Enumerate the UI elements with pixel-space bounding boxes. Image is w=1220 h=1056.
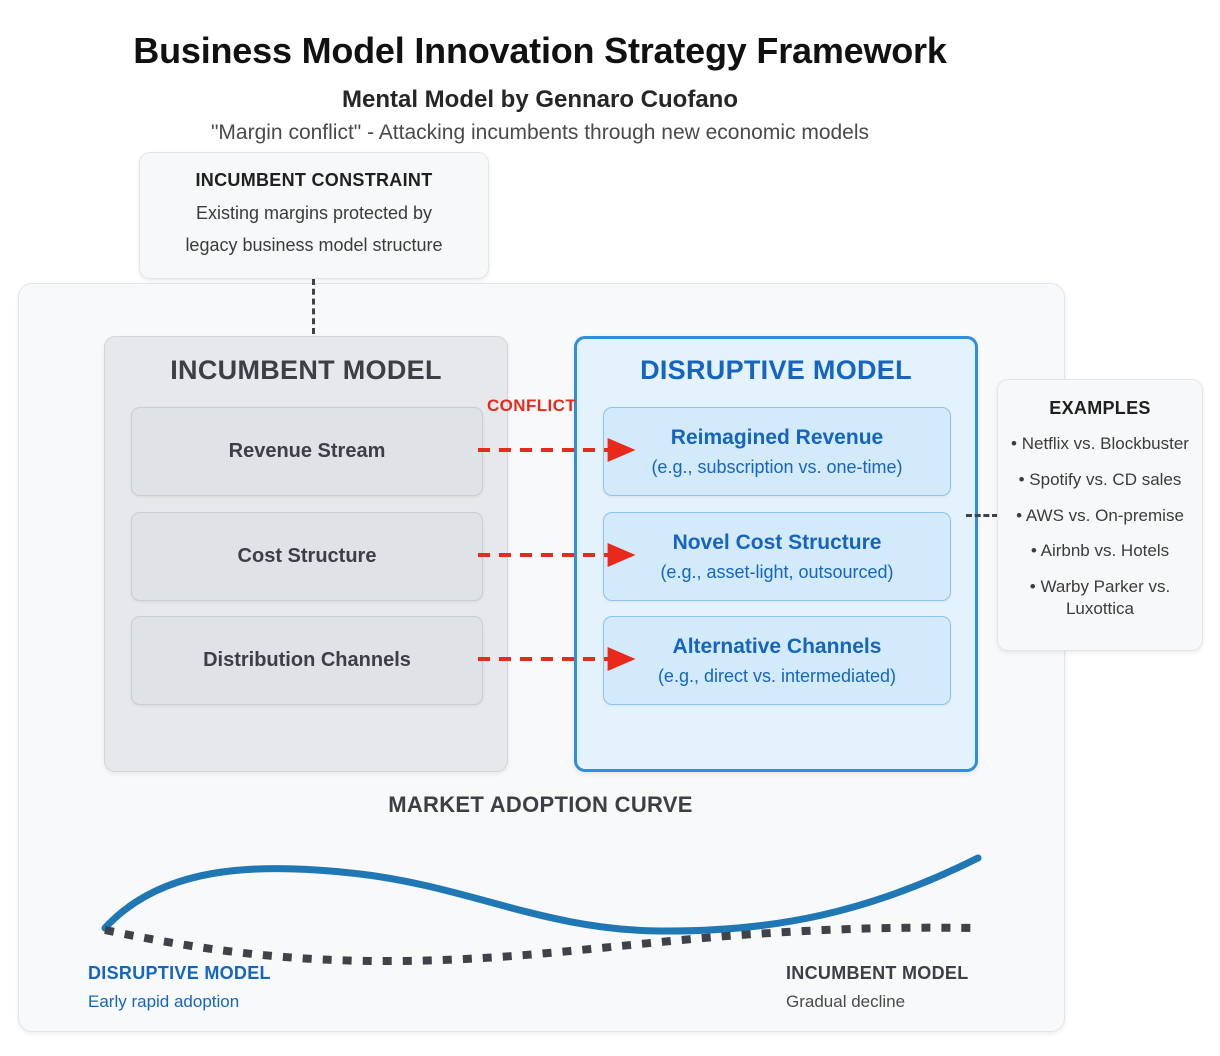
constraint-line-1: Existing margins protected by	[195, 203, 433, 223]
incumbent-card-label: Revenue Stream	[228, 440, 386, 462]
curve-legend-sub: Gradual decline	[786, 992, 906, 1011]
constraint-connector-line	[312, 279, 315, 334]
curve-legend-sub: Early rapid adoption	[88, 992, 240, 1011]
curve-legend-incumbent: INCUMBENT MODEL Gradual decline	[786, 963, 969, 1012]
disruptive-card-subtitle: (e.g., subscription vs. one-time)	[651, 456, 903, 477]
incumbent-card-revenue-stream[interactable]: Revenue Stream	[131, 407, 483, 496]
disruptive-card-title: Novel Cost Structure	[672, 530, 882, 554]
page-title: Business Model Innovation Strategy Frame…	[133, 30, 947, 71]
examples-connector-line	[966, 514, 998, 517]
conflict-label: CONFLICT	[487, 396, 577, 415]
disruptive-card-title: Alternative Channels	[672, 634, 882, 658]
incumbent-constraint-box: INCUMBENT CONSTRAINT Existing margins pr…	[139, 152, 489, 279]
disruptive-model-heading: DISRUPTIVE MODEL	[640, 355, 912, 385]
page-tagline: "Margin conflict" - Attacking incumbents…	[210, 121, 870, 144]
disruptive-card-reimagined-revenue[interactable]: Reimagined Revenue (e.g., subscription v…	[603, 407, 951, 496]
constraint-line-2: legacy business model structure	[185, 235, 443, 255]
example-item-spotify: • Spotify vs. CD sales	[1018, 469, 1182, 489]
disruptive-card-alternative-channels[interactable]: Alternative Channels (e.g., direct vs. i…	[603, 616, 951, 705]
disruptive-card-subtitle: (e.g., direct vs. intermediated)	[657, 665, 897, 686]
curve-legend-disruptive: DISRUPTIVE MODEL Early rapid adoption	[88, 963, 271, 1012]
incumbent-model-panel: INCUMBENT MODEL Revenue Stream Cost Stru…	[104, 336, 508, 772]
page-subtitle: Mental Model by Gennaro Cuofano	[341, 86, 738, 113]
constraint-title: INCUMBENT CONSTRAINT	[195, 170, 433, 190]
example-item-aws: • AWS vs. On-premise	[1016, 505, 1184, 525]
curve-legend-label: INCUMBENT MODEL	[786, 963, 969, 983]
example-item-netflix: • Netflix vs. Blockbuster	[1011, 434, 1189, 453]
incumbent-card-label: Cost Structure	[237, 545, 377, 567]
example-item-airbnb: • Airbnb vs. Hotels	[1030, 541, 1170, 561]
disruptive-model-panel: DISRUPTIVE MODEL Reimagined Revenue (e.g…	[574, 336, 978, 772]
example-item-warby-parker: • Warby Parker vs. Luxottica	[1029, 577, 1171, 618]
examples-box: EXAMPLES • Netflix vs. Blockbuster • Spo…	[997, 379, 1203, 651]
market-adoption-curve-heading: MARKET ADOPTION CURVE	[388, 792, 693, 817]
incumbent-card-distribution-channels[interactable]: Distribution Channels	[131, 616, 483, 705]
examples-title: EXAMPLES	[1049, 398, 1151, 418]
curve-legend-label: DISRUPTIVE MODEL	[88, 963, 271, 983]
disruptive-card-subtitle: (e.g., asset-light, outsourced)	[660, 561, 894, 582]
incumbent-card-label: Distribution Channels	[203, 649, 411, 671]
incumbent-card-cost-structure[interactable]: Cost Structure	[131, 512, 483, 601]
disruptive-card-title: Reimagined Revenue	[670, 425, 884, 449]
disruptive-card-novel-cost-structure[interactable]: Novel Cost Structure (e.g., asset-light,…	[603, 512, 951, 601]
incumbent-model-heading: INCUMBENT MODEL	[170, 355, 442, 385]
